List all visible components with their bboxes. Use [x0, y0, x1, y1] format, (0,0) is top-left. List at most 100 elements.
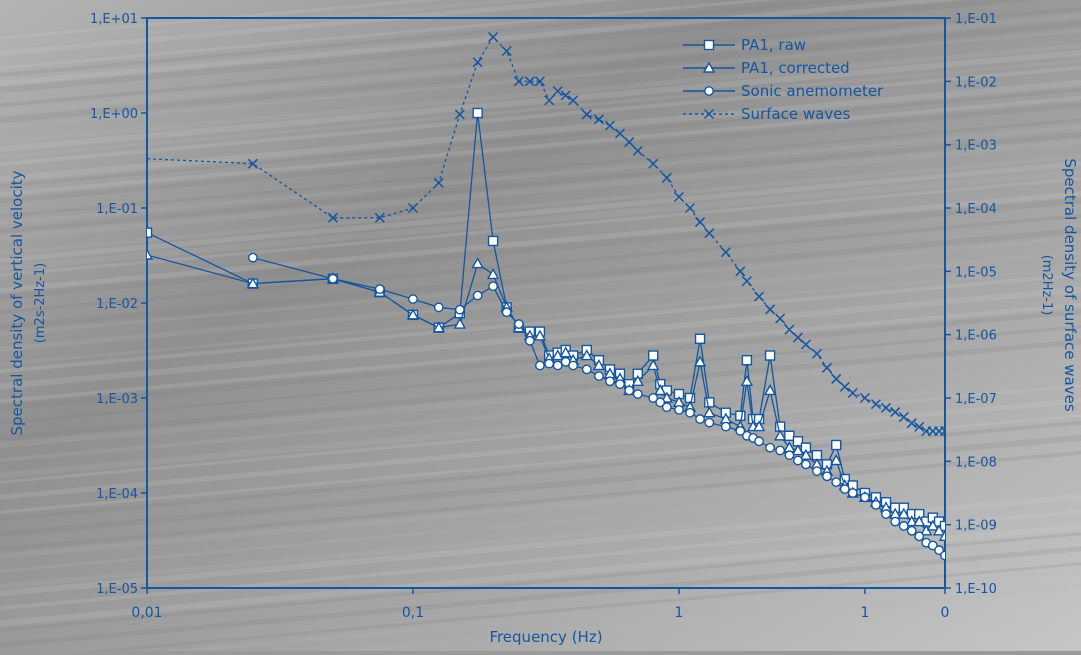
data-point [374, 212, 385, 223]
data-point [594, 371, 604, 382]
data-point [764, 350, 776, 361]
legend-label: Sonic anemometer [741, 82, 884, 100]
data-point [784, 430, 795, 442]
background-streak [0, 457, 1081, 559]
y2-tick-label: 1,E-09 [955, 519, 997, 534]
data-point [661, 172, 672, 183]
data-point [801, 459, 811, 470]
background-streak [0, 384, 1081, 484]
data-point [674, 404, 684, 415]
background-streak [0, 272, 1081, 374]
background-streak [271, 582, 1081, 655]
data-point [898, 412, 909, 423]
background-streak [0, 473, 1081, 573]
background-streak [0, 236, 1081, 336]
data-point [914, 531, 925, 542]
data-point [740, 374, 754, 386]
data-point [552, 360, 563, 371]
y-tick-label: 1,E+00 [90, 107, 138, 122]
data-point [704, 397, 715, 408]
background-streak [0, 0, 625, 56]
data-point [535, 360, 545, 371]
data-point [913, 515, 926, 527]
legend-item: PA1, raw [683, 36, 806, 54]
data-point [752, 420, 766, 432]
data-point [673, 191, 685, 202]
data-point [799, 448, 813, 460]
data-point [685, 407, 695, 418]
data-point [501, 307, 512, 318]
data-point [871, 499, 881, 510]
data-point [906, 525, 917, 536]
background-streak [0, 227, 1081, 331]
data-point [632, 389, 643, 399]
data-point [906, 418, 917, 429]
data-point [568, 360, 579, 371]
data-point [408, 294, 418, 304]
legend-item: Surface waves [683, 105, 850, 123]
data-point [488, 281, 498, 292]
y2-tick-label: 1,E-04 [955, 202, 997, 217]
data-point [831, 477, 842, 488]
data-point [914, 421, 925, 432]
data-point [938, 529, 945, 542]
data-point [881, 509, 891, 519]
background-streak [0, 124, 1081, 226]
data-point [487, 235, 499, 247]
data-point [488, 32, 499, 43]
data-point [374, 284, 385, 295]
legend: PA1, raw PA1, corrected Sonic anemometer Su… [683, 36, 884, 123]
data-point [544, 358, 555, 369]
x-tick-label: 1 [675, 605, 684, 621]
data-point [704, 417, 715, 428]
data-point [560, 90, 571, 101]
data-point [654, 384, 667, 396]
data-point [890, 516, 901, 527]
y2-tick-label: 1,E-01 [955, 12, 997, 27]
y-axis-right: 1,E-01 1,E-02 1,E-03 1,E-04 1,E-05 1,E-06 1,E-… [945, 12, 997, 597]
background-streak [0, 95, 1081, 197]
data-point [839, 381, 850, 392]
series-layer [147, 32, 945, 561]
background-streak [0, 59, 1081, 159]
data-point [513, 319, 524, 329]
data-point [822, 471, 832, 482]
data-point [812, 466, 822, 477]
data-point [631, 374, 644, 386]
data-point [432, 321, 445, 333]
series-surface-waves [147, 32, 945, 437]
data-point [592, 359, 606, 371]
data-point [773, 429, 787, 441]
data-point [604, 120, 615, 131]
data-point [454, 109, 465, 120]
data-point [898, 521, 909, 531]
background-streak [0, 434, 1081, 538]
y-tick-label: 1,E-04 [96, 487, 138, 502]
y2-tick-label: 1,E-03 [955, 139, 997, 154]
background-streak [0, 523, 1081, 627]
data-point [533, 329, 547, 341]
data-point [327, 212, 338, 223]
background-streak [0, 213, 1081, 315]
background-streak [0, 191, 1081, 293]
background-streak [41, 562, 1081, 655]
data-point [624, 137, 635, 148]
y2-axis-label: Spectral density of surface waves [1061, 158, 1079, 411]
data-point [811, 348, 822, 359]
data-point [695, 217, 706, 228]
background-streak [0, 0, 961, 86]
background-streak [0, 250, 1081, 352]
data-point [433, 177, 444, 188]
data-point [472, 290, 483, 301]
data-point [870, 399, 881, 410]
data-point [880, 402, 892, 413]
x-axis-label: Frequency (Hz) [489, 628, 602, 646]
background-streak [0, 65, 1081, 167]
y-axis-left: 1,E+01 1,E+00 1,E-01 1,E-02 1,E-03 1,E-04 1,E-… [90, 12, 147, 597]
data-point [406, 308, 420, 320]
data-point [890, 407, 901, 418]
data-point [693, 355, 707, 367]
data-point [624, 385, 635, 396]
data-point [720, 421, 731, 432]
